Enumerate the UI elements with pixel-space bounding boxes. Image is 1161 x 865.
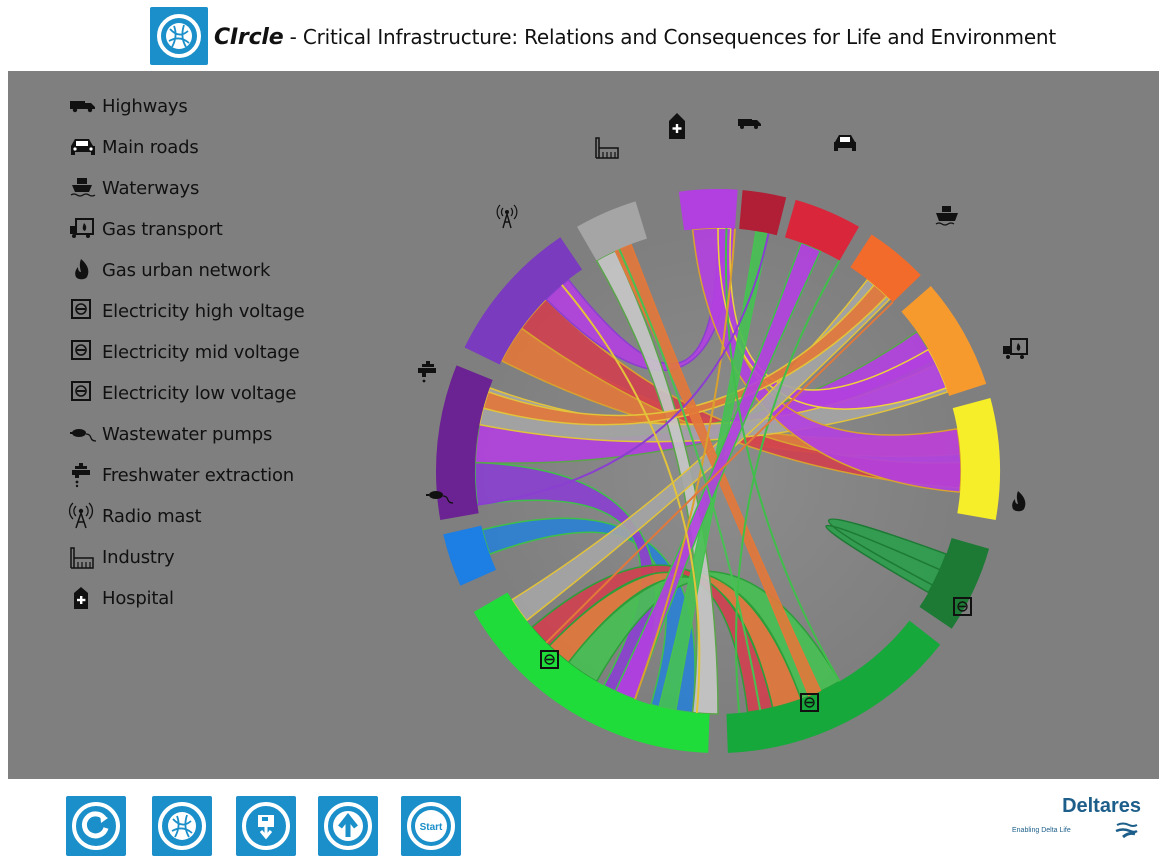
app-title-text: - Critical Infrastructure: Relations and… bbox=[283, 25, 1057, 49]
segment-industry[interactable] bbox=[577, 201, 647, 261]
segment-main-roads[interactable] bbox=[784, 199, 859, 261]
segment-hospital[interactable] bbox=[678, 189, 738, 231]
legend-label: Highways bbox=[102, 95, 188, 117]
segment-freshwater-extraction[interactable] bbox=[435, 365, 493, 520]
radio-mast-icon bbox=[66, 501, 102, 531]
deltares-tagline: Enabling Delta Life bbox=[1012, 827, 1071, 834]
legend-item-electricity-low-voltage[interactable]: Electricity low voltage bbox=[66, 378, 296, 408]
segment-gas-urban-network[interactable] bbox=[952, 398, 1000, 520]
chord-segments bbox=[435, 189, 1000, 753]
tap-icon bbox=[418, 361, 436, 383]
socket-icon bbox=[66, 296, 102, 326]
legend-label: Electricity high voltage bbox=[102, 300, 305, 322]
start-button[interactable]: Start bbox=[401, 796, 461, 856]
segment-highways[interactable] bbox=[739, 190, 787, 236]
pump-icon bbox=[66, 419, 102, 449]
legend-item-wastewater-pumps[interactable]: Wastewater pumps bbox=[66, 419, 272, 449]
save-icon bbox=[242, 802, 290, 850]
truck-icon bbox=[66, 91, 102, 121]
radio-mast-icon bbox=[496, 204, 518, 229]
legend-item-gas-urban-network[interactable]: Gas urban network bbox=[66, 255, 270, 285]
start-icon: Start bbox=[407, 802, 455, 850]
factory-icon bbox=[66, 542, 102, 572]
legend-label: Electricity mid voltage bbox=[102, 341, 300, 363]
save-button[interactable] bbox=[236, 796, 296, 856]
legend-item-freshwater-extraction[interactable]: Freshwater extraction bbox=[66, 460, 294, 490]
circle-home-button[interactable] bbox=[152, 796, 212, 856]
chord-line bbox=[735, 260, 841, 714]
legend-label: Electricity low voltage bbox=[102, 382, 297, 404]
tap-icon bbox=[66, 460, 102, 490]
ship-icon bbox=[935, 206, 958, 226]
legend-label: Main roads bbox=[102, 136, 199, 158]
legend-item-main-roads[interactable]: Main roads bbox=[66, 132, 199, 162]
segment-electricity-high-voltage[interactable] bbox=[919, 537, 990, 629]
footer-toolbar: Start Deltares Enabling Delta Life bbox=[0, 779, 1161, 865]
chord-line bbox=[561, 284, 701, 714]
page-title: CIrcle - Critical Infrastructure: Relati… bbox=[214, 22, 1056, 52]
chord-diagram bbox=[418, 113, 1028, 753]
segment-icons bbox=[418, 113, 1028, 712]
upload-button[interactable] bbox=[318, 796, 378, 856]
chord-ribbon[interactable] bbox=[530, 564, 774, 714]
segment-radio-mast[interactable] bbox=[464, 237, 583, 365]
circle-chord-logo-icon bbox=[150, 7, 208, 65]
flame-icon bbox=[66, 255, 102, 285]
legend-item-hospital[interactable]: Hospital bbox=[66, 583, 174, 613]
segment-gas-transport[interactable] bbox=[901, 285, 987, 396]
deltares-wave-icon bbox=[1115, 822, 1138, 839]
gas-truck-icon bbox=[1003, 338, 1028, 359]
segment-waterways[interactable] bbox=[850, 234, 921, 303]
socket-icon bbox=[540, 650, 559, 669]
chord-line bbox=[724, 228, 841, 682]
hospital-icon bbox=[669, 113, 685, 139]
refresh-icon bbox=[72, 802, 120, 850]
socket-icon bbox=[953, 597, 972, 616]
socket-icon bbox=[66, 378, 102, 408]
app-brand: CIrcle bbox=[214, 25, 284, 50]
car-icon bbox=[834, 135, 856, 151]
legend-label: Industry bbox=[102, 546, 175, 568]
segment-electricity-low-voltage[interactable] bbox=[473, 592, 710, 753]
deltares-name: Deltares bbox=[1062, 795, 1141, 817]
legend-item-industry[interactable]: Industry bbox=[66, 542, 175, 572]
diagram-canvas: Highways Main roads Waterways Gas transp… bbox=[8, 71, 1159, 779]
legend-item-electricity-high-voltage[interactable]: Electricity high voltage bbox=[66, 296, 305, 326]
legend-label: Radio mast bbox=[102, 505, 202, 527]
legend-label: Waterways bbox=[102, 177, 200, 199]
hospital-icon bbox=[66, 583, 102, 613]
chord-line bbox=[545, 301, 894, 644]
pump-icon bbox=[426, 491, 454, 504]
upload-icon bbox=[324, 802, 372, 850]
chord-line bbox=[618, 248, 762, 711]
chord-line bbox=[477, 233, 770, 506]
legend-item-electricity-mid-voltage[interactable]: Electricity mid voltage bbox=[66, 337, 300, 367]
socket-icon bbox=[66, 337, 102, 367]
reset-button[interactable] bbox=[66, 796, 126, 856]
gas-truck-icon bbox=[66, 214, 102, 244]
ship-icon bbox=[66, 173, 102, 203]
legend-label: Wastewater pumps bbox=[102, 423, 273, 445]
car-icon bbox=[66, 132, 102, 162]
deltares-logo: Deltares Enabling Delta Life bbox=[1012, 795, 1147, 849]
segment-electricity-mid-voltage[interactable] bbox=[726, 620, 941, 753]
chord-ribbon[interactable] bbox=[595, 249, 719, 715]
segment-wastewater-pumps[interactable] bbox=[443, 525, 497, 586]
socket-icon bbox=[800, 693, 819, 712]
circle-chord-logo-icon bbox=[158, 802, 206, 850]
legend-item-highways[interactable]: Highways bbox=[66, 91, 188, 121]
legend-label: Gas transport bbox=[102, 218, 223, 240]
legend-item-radio-mast[interactable]: Radio mast bbox=[66, 501, 202, 531]
legend-label: Gas urban network bbox=[102, 259, 271, 281]
legend-item-gas-transport[interactable]: Gas transport bbox=[66, 214, 223, 244]
chord-ribbons bbox=[474, 227, 962, 715]
flame-icon bbox=[1012, 491, 1026, 512]
legend-label: Hospital bbox=[102, 587, 174, 609]
factory-icon bbox=[595, 137, 619, 159]
header-bar: CIrcle - Critical Infrastructure: Relati… bbox=[0, 0, 1161, 72]
legend-label: Freshwater extraction bbox=[102, 464, 294, 486]
legend-item-waterways[interactable]: Waterways bbox=[66, 173, 199, 203]
truck-icon bbox=[738, 119, 761, 129]
start-label: Start bbox=[420, 822, 443, 833]
